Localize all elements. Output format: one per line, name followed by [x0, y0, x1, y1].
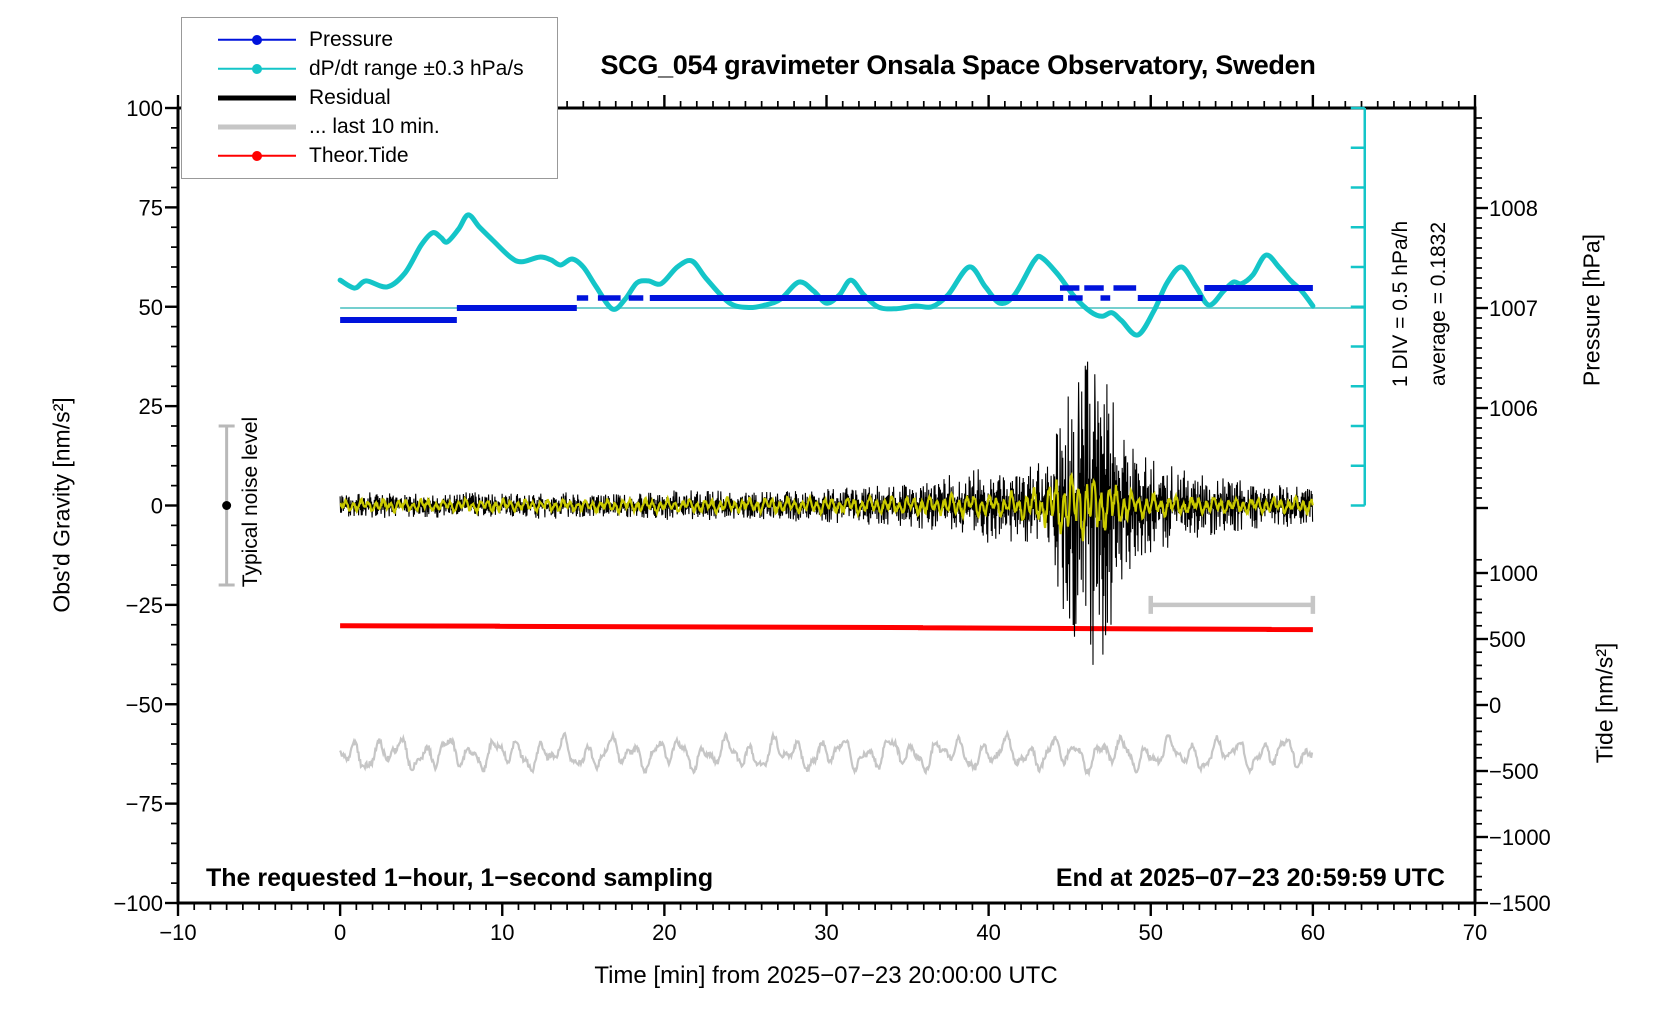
pressure-tick-label: 1008 [1489, 196, 1538, 221]
legend-label-tide: Theor.Tide [309, 143, 409, 167]
page-title: SCG_054 gravimeter Onsala Space Observat… [600, 50, 1316, 80]
residual-smoothed-trace [339, 471, 1314, 542]
tide-tick-label: −500 [1489, 759, 1539, 784]
end-time-annotation: End at 2025−07−23 20:59:59 UTC [1055, 864, 1445, 892]
legend-swatch-residual-icon [218, 92, 296, 104]
pressure-axis-label: Pressure [hPa] [1578, 233, 1605, 387]
bottom-tick-label: 10 [490, 920, 514, 945]
legend-box: Pressure dP/dt range ±0.3 hPa/s Residual… [181, 17, 558, 179]
residual-trace [339, 361, 1314, 665]
bottom-tick-label: −10 [159, 920, 196, 945]
legend-label-residual: Residual [309, 85, 391, 109]
sampling-annotation: The requested 1−hour, 1−second sampling [206, 864, 714, 892]
tide-axis-label: Tide [nm/s²] [1591, 642, 1618, 764]
left-tick-label: 0 [151, 494, 163, 519]
legend-item-tide: Theor.Tide [182, 141, 557, 170]
tide-tick-label: 0 [1489, 693, 1501, 718]
average-value-text: average = 0.1832 [1427, 221, 1450, 387]
tide-tick-label: −1500 [1489, 891, 1551, 916]
bottom-tick-label: 70 [1463, 920, 1487, 945]
legend-item-dpdt: dP/dt range ±0.3 hPa/s [182, 54, 557, 83]
bottom-tick-label: 30 [814, 920, 838, 945]
bottom-tick-label: 20 [652, 920, 676, 945]
left-tick-label: 25 [139, 394, 163, 419]
last10-trace [339, 729, 1314, 778]
legend-item-residual: Residual [182, 83, 557, 112]
tide-tick-label: −1000 [1489, 825, 1551, 850]
tide-tick-label: 500 [1489, 627, 1526, 652]
bottom-tick-label: 60 [1301, 920, 1325, 945]
pressure-tick-label: 1006 [1489, 396, 1538, 421]
dpdt-curve [337, 212, 1316, 338]
div-scale-text: 1 DIV = 0.5 hPa/h [1389, 220, 1412, 388]
bottom-tick-label: 40 [976, 920, 1000, 945]
left-tick-label: 75 [139, 195, 163, 220]
plot-frame [176, 106, 1477, 905]
pressure-tick-label: 1007 [1489, 296, 1538, 321]
noise-level-label: Typical noise level [239, 416, 262, 588]
legend-label-dpdt: dP/dt range ±0.3 hPa/s [309, 56, 524, 80]
legend-swatch-pressure-icon [218, 34, 296, 46]
x-axis-label: Time [min] from 2025−07−23 20:00:00 UTC [594, 962, 1058, 989]
bottom-tick-label: 50 [1139, 920, 1163, 945]
legend-swatch-dpdt-icon [218, 63, 296, 75]
left-tick-label: 100 [126, 96, 163, 121]
left-tick-label: −50 [126, 692, 163, 717]
left-tick-label: −75 [126, 792, 163, 817]
legend-item-pressure: Pressure [182, 25, 557, 54]
legend-label-pressure: Pressure [309, 27, 394, 51]
left-tick-label: 50 [139, 295, 163, 320]
theor-tide-line [340, 623, 1313, 633]
left-tick-label: −100 [113, 891, 163, 916]
legend-swatch-tide-icon [218, 150, 296, 162]
legend-label-last10: ... last 10 min. [309, 114, 440, 138]
legend-item-last10: ... last 10 min. [182, 112, 557, 141]
tide-tick-label: 1000 [1489, 561, 1538, 586]
noise-error-bar-dot [222, 501, 232, 510]
legend-swatch-last10-icon [218, 121, 296, 133]
bottom-tick-label: 0 [334, 920, 346, 945]
left-axis-label: Obs'd Gravity [nm/s²] [48, 397, 75, 613]
left-tick-label: −25 [126, 593, 163, 618]
